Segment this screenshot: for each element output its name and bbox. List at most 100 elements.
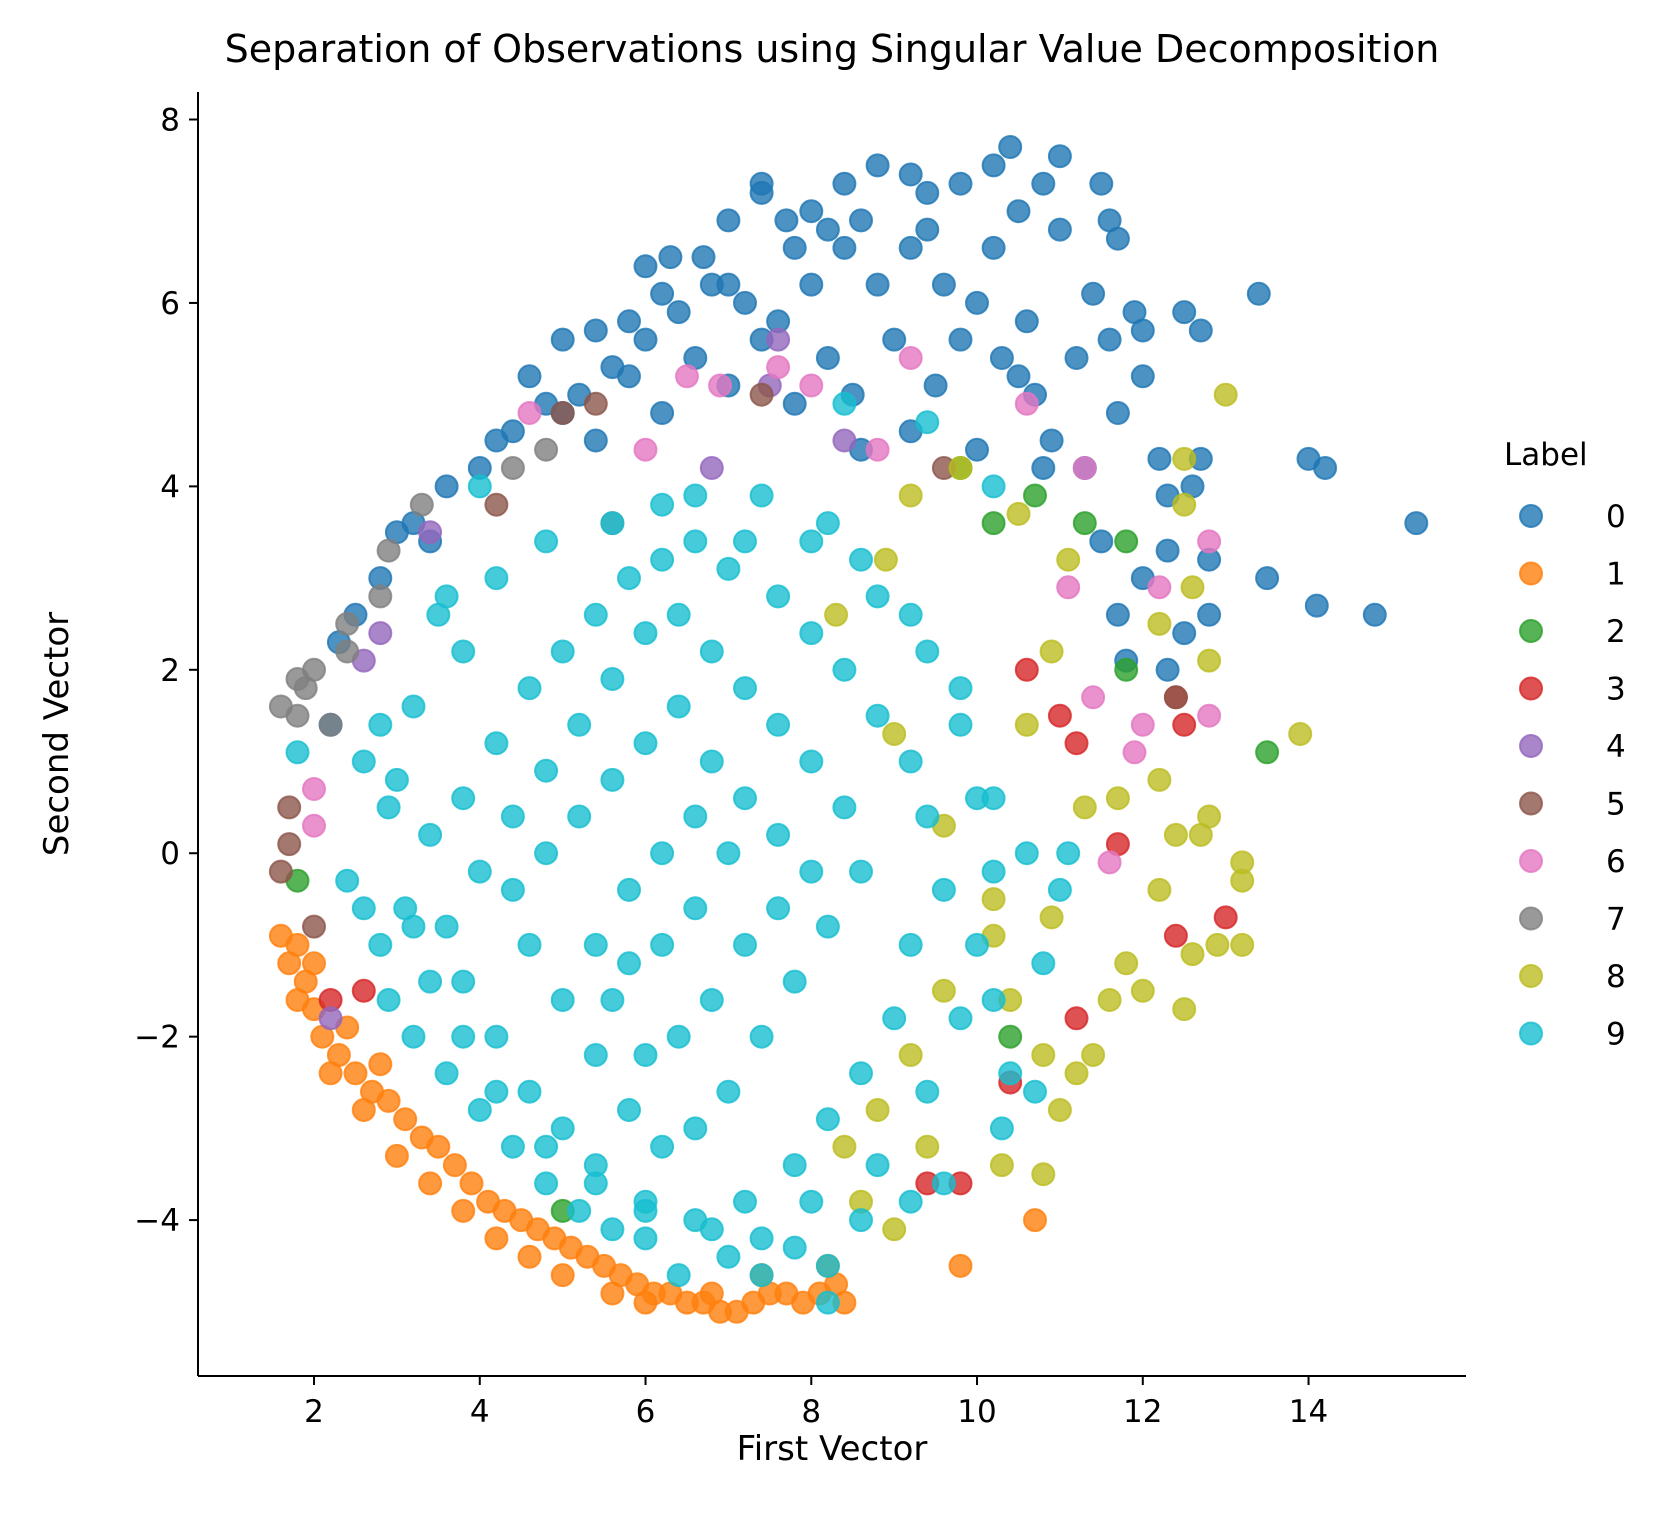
point-0-51 bbox=[1155, 657, 1180, 682]
point-0-26 bbox=[1105, 226, 1130, 251]
point-9-39 bbox=[500, 1134, 525, 1159]
point-9-120 bbox=[716, 841, 741, 866]
point-9-9 bbox=[600, 511, 625, 536]
x-tick-label-3: 8 bbox=[801, 1394, 821, 1430]
series-0 bbox=[318, 135, 1429, 737]
point-9-62 bbox=[931, 877, 956, 902]
point-9-10 bbox=[650, 492, 675, 517]
point-8-13 bbox=[1205, 932, 1230, 957]
point-4-5 bbox=[368, 621, 393, 646]
legend-label-5: 5 bbox=[1606, 787, 1626, 823]
point-8-1 bbox=[1172, 446, 1197, 471]
point-4-4 bbox=[418, 520, 443, 545]
legend-label-2: 2 bbox=[1606, 614, 1626, 650]
point-8-8 bbox=[1188, 822, 1213, 847]
point-3-13 bbox=[1064, 1006, 1089, 1031]
point-9-111 bbox=[733, 932, 757, 957]
point-9-132 bbox=[401, 914, 426, 939]
point-9-100 bbox=[500, 877, 525, 902]
point-9-57 bbox=[799, 621, 824, 646]
series-4 bbox=[318, 327, 857, 1031]
legend-marker-4 bbox=[1519, 734, 1543, 758]
point-9-18 bbox=[1014, 841, 1039, 866]
point-1-13 bbox=[442, 1153, 467, 1178]
point-0-45 bbox=[1255, 566, 1280, 591]
point-8-37 bbox=[882, 722, 907, 746]
point-9-112 bbox=[699, 988, 724, 1012]
point-9-67 bbox=[782, 1153, 807, 1178]
point-7-8 bbox=[368, 584, 393, 609]
point-0-27 bbox=[1081, 281, 1106, 306]
point-0-35 bbox=[1147, 446, 1172, 471]
point-2-2 bbox=[1072, 511, 1097, 536]
point-8-41 bbox=[1072, 795, 1097, 820]
point-8-6 bbox=[1288, 722, 1313, 746]
point-9-117 bbox=[617, 877, 641, 902]
point-9-102 bbox=[567, 804, 592, 829]
point-7-5 bbox=[335, 611, 360, 636]
point-0-10 bbox=[774, 208, 799, 233]
point-8-16 bbox=[1172, 997, 1197, 1022]
point-1-43 bbox=[384, 1143, 409, 1168]
point-1-47 bbox=[517, 1244, 542, 1269]
point-1-48 bbox=[550, 1263, 575, 1288]
point-9-49 bbox=[517, 676, 542, 701]
point-8-42 bbox=[1105, 786, 1130, 811]
point-6-1 bbox=[766, 355, 791, 380]
point-9-15 bbox=[915, 639, 940, 664]
point-9-6 bbox=[451, 639, 476, 664]
point-0-102 bbox=[1031, 456, 1056, 480]
point-9-12 bbox=[749, 483, 774, 508]
point-5-4 bbox=[550, 401, 575, 425]
point-9-65 bbox=[849, 1061, 873, 1086]
point-9-81 bbox=[600, 667, 625, 691]
point-9-3 bbox=[376, 795, 401, 820]
point-9-8 bbox=[534, 529, 559, 554]
point-9-134 bbox=[451, 1024, 476, 1049]
point-9-54 bbox=[683, 529, 708, 554]
point-0-7 bbox=[716, 208, 741, 233]
x-tick-label-5: 12 bbox=[1123, 1394, 1162, 1430]
point-9-16 bbox=[948, 712, 973, 737]
point-6-6 bbox=[1072, 456, 1097, 480]
point-9-92 bbox=[749, 1024, 774, 1049]
point-0-96 bbox=[716, 272, 741, 297]
point-0-24 bbox=[1089, 171, 1114, 196]
point-5-5 bbox=[583, 391, 608, 416]
point-0-109 bbox=[583, 428, 608, 453]
point-8-39 bbox=[981, 887, 1006, 912]
point-9-96 bbox=[617, 1098, 641, 1122]
series-7 bbox=[268, 437, 625, 737]
point-8-4 bbox=[1197, 648, 1222, 673]
point-1-56 bbox=[368, 1052, 393, 1077]
point-9-140 bbox=[749, 1226, 774, 1251]
y-tick-label-3: 2 bbox=[160, 653, 180, 689]
point-3-3 bbox=[1163, 923, 1188, 948]
point-9-21 bbox=[1031, 951, 1056, 976]
point-8-2 bbox=[1172, 492, 1197, 517]
point-9-98 bbox=[550, 988, 575, 1012]
point-9-68 bbox=[733, 1189, 757, 1214]
point-0-41 bbox=[1313, 456, 1338, 480]
point-8-0 bbox=[1213, 382, 1238, 407]
point-3-7 bbox=[1047, 703, 1072, 728]
point-7-10 bbox=[500, 456, 525, 480]
point-8-43 bbox=[1147, 767, 1172, 792]
point-9-108 bbox=[766, 822, 791, 847]
point-8-18 bbox=[1114, 951, 1139, 976]
point-8-22 bbox=[1047, 1098, 1072, 1122]
point-1-53 bbox=[285, 988, 310, 1012]
point-2-5 bbox=[1255, 740, 1280, 765]
point-9-27 bbox=[898, 1189, 923, 1214]
point-9-47 bbox=[451, 786, 476, 811]
point-6-2 bbox=[799, 373, 824, 398]
legend-label-8: 8 bbox=[1606, 959, 1626, 995]
point-9-31 bbox=[782, 1235, 807, 1260]
point-8-48 bbox=[832, 1134, 857, 1159]
point-0-89 bbox=[882, 327, 907, 352]
point-9-152 bbox=[733, 529, 757, 554]
point-9-124 bbox=[915, 410, 940, 435]
point-9-50 bbox=[550, 639, 575, 664]
point-9-142 bbox=[865, 1153, 890, 1178]
point-7-7 bbox=[376, 538, 401, 563]
